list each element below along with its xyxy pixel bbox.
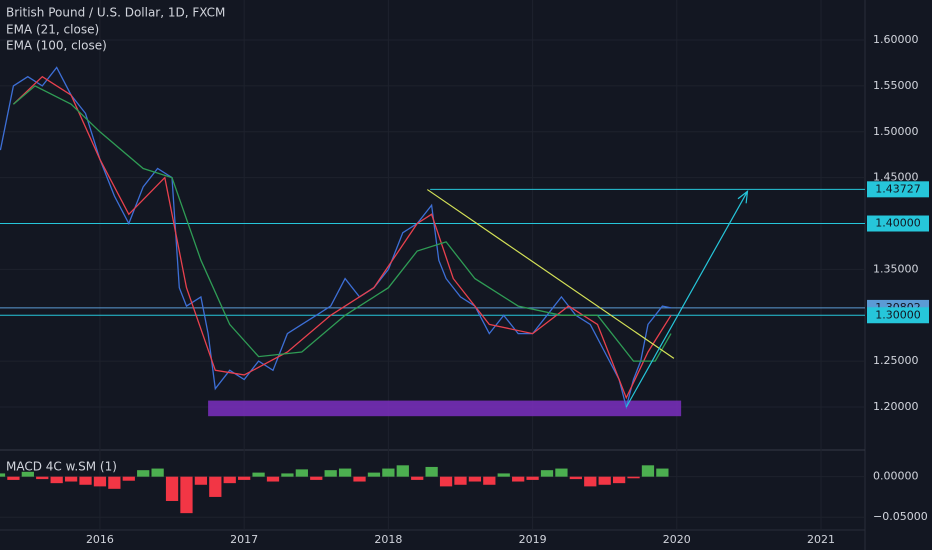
histogram-bar [64,476,78,482]
histogram-bar [137,470,150,477]
x-tick-label: 2018 [374,533,402,546]
price-label-box [867,307,929,324]
histogram-bar [468,476,482,482]
histogram-bar [122,476,135,481]
price-label-box [867,181,929,198]
histogram-bar [79,476,92,485]
trend-line [625,191,748,408]
histogram-bar [555,468,568,477]
y-tick-label: 1.25000 [873,354,919,367]
histogram-bar [425,466,438,477]
arrow-head [737,190,749,204]
histogram-bar [584,476,597,487]
histogram-bar [367,472,381,477]
histogram-bar [612,476,626,484]
histogram-bar [108,476,121,489]
histogram-bar [353,476,366,482]
histogram-bar [439,476,453,487]
histogram-bar [36,476,49,480]
histogram-bar [223,476,236,484]
histogram-bar [396,465,409,477]
histogram-bar [526,476,539,480]
y-tick-label: 1.55000 [873,79,919,92]
price-label: 1.43727 [875,182,921,195]
histogram-bar [194,476,208,485]
histogram-bar [411,476,424,480]
histogram-bar [266,476,280,482]
y-tick-label: 1.60000 [873,33,919,46]
x-tick-label: 2016 [86,533,114,546]
histogram-bar [641,465,655,477]
histogram-bar [151,468,164,477]
chart-title: British Pound / U.S. Dollar, 1D, FXCM [6,6,225,20]
histogram-bar [165,476,179,501]
x-tick-label: 2019 [519,533,547,546]
histogram-bar [324,470,337,477]
y-tick-label: −0.05000 [873,510,928,523]
x-tick-label: 2021 [807,533,835,546]
price-label: 1.40000 [875,217,921,230]
histogram-bar [627,476,640,479]
y-tick-label: 0.00000 [873,470,919,483]
histogram-bar [540,470,554,477]
histogram-bar [0,473,6,477]
histogram-bar [238,476,251,480]
legend-entry: EMA (21, close) [6,23,99,37]
series-line [12,85,672,362]
indicator-title: MACD 4C w.SM (1) [6,460,117,474]
histogram-bar [310,476,323,480]
histogram-bar [21,471,34,477]
x-tick-label: 2020 [663,533,691,546]
histogram-bar [295,469,308,477]
trend-line [426,189,675,359]
price-label-box [867,215,929,232]
histogram-bar [569,476,582,480]
histogram-bar [483,476,496,485]
histogram-bar [454,476,467,485]
histogram-bar [93,476,107,487]
x-tick-label: 2017 [230,533,258,546]
histogram-bar [180,476,193,514]
histogram-bar [497,473,510,477]
y-tick-label: 1.20000 [873,400,919,413]
histogram-bar [252,472,265,477]
y-tick-label: 1.35000 [873,262,919,275]
series-line [0,66,672,410]
histogram-bar [7,476,20,480]
support-zone [208,400,682,417]
histogram-bar [281,473,294,477]
histogram-bar [656,468,669,477]
histogram-bar [50,476,63,484]
price-label: 1.30000 [875,308,921,321]
histogram-bar [209,476,222,497]
histogram-bar [598,476,611,485]
legend-entry: EMA (100, close) [6,39,107,53]
y-tick-label: 1.50000 [873,125,919,138]
y-tick-label: 1.45000 [873,171,919,184]
histogram-bar [512,476,525,482]
histogram-bar [338,468,352,477]
histogram-bar [382,468,395,477]
